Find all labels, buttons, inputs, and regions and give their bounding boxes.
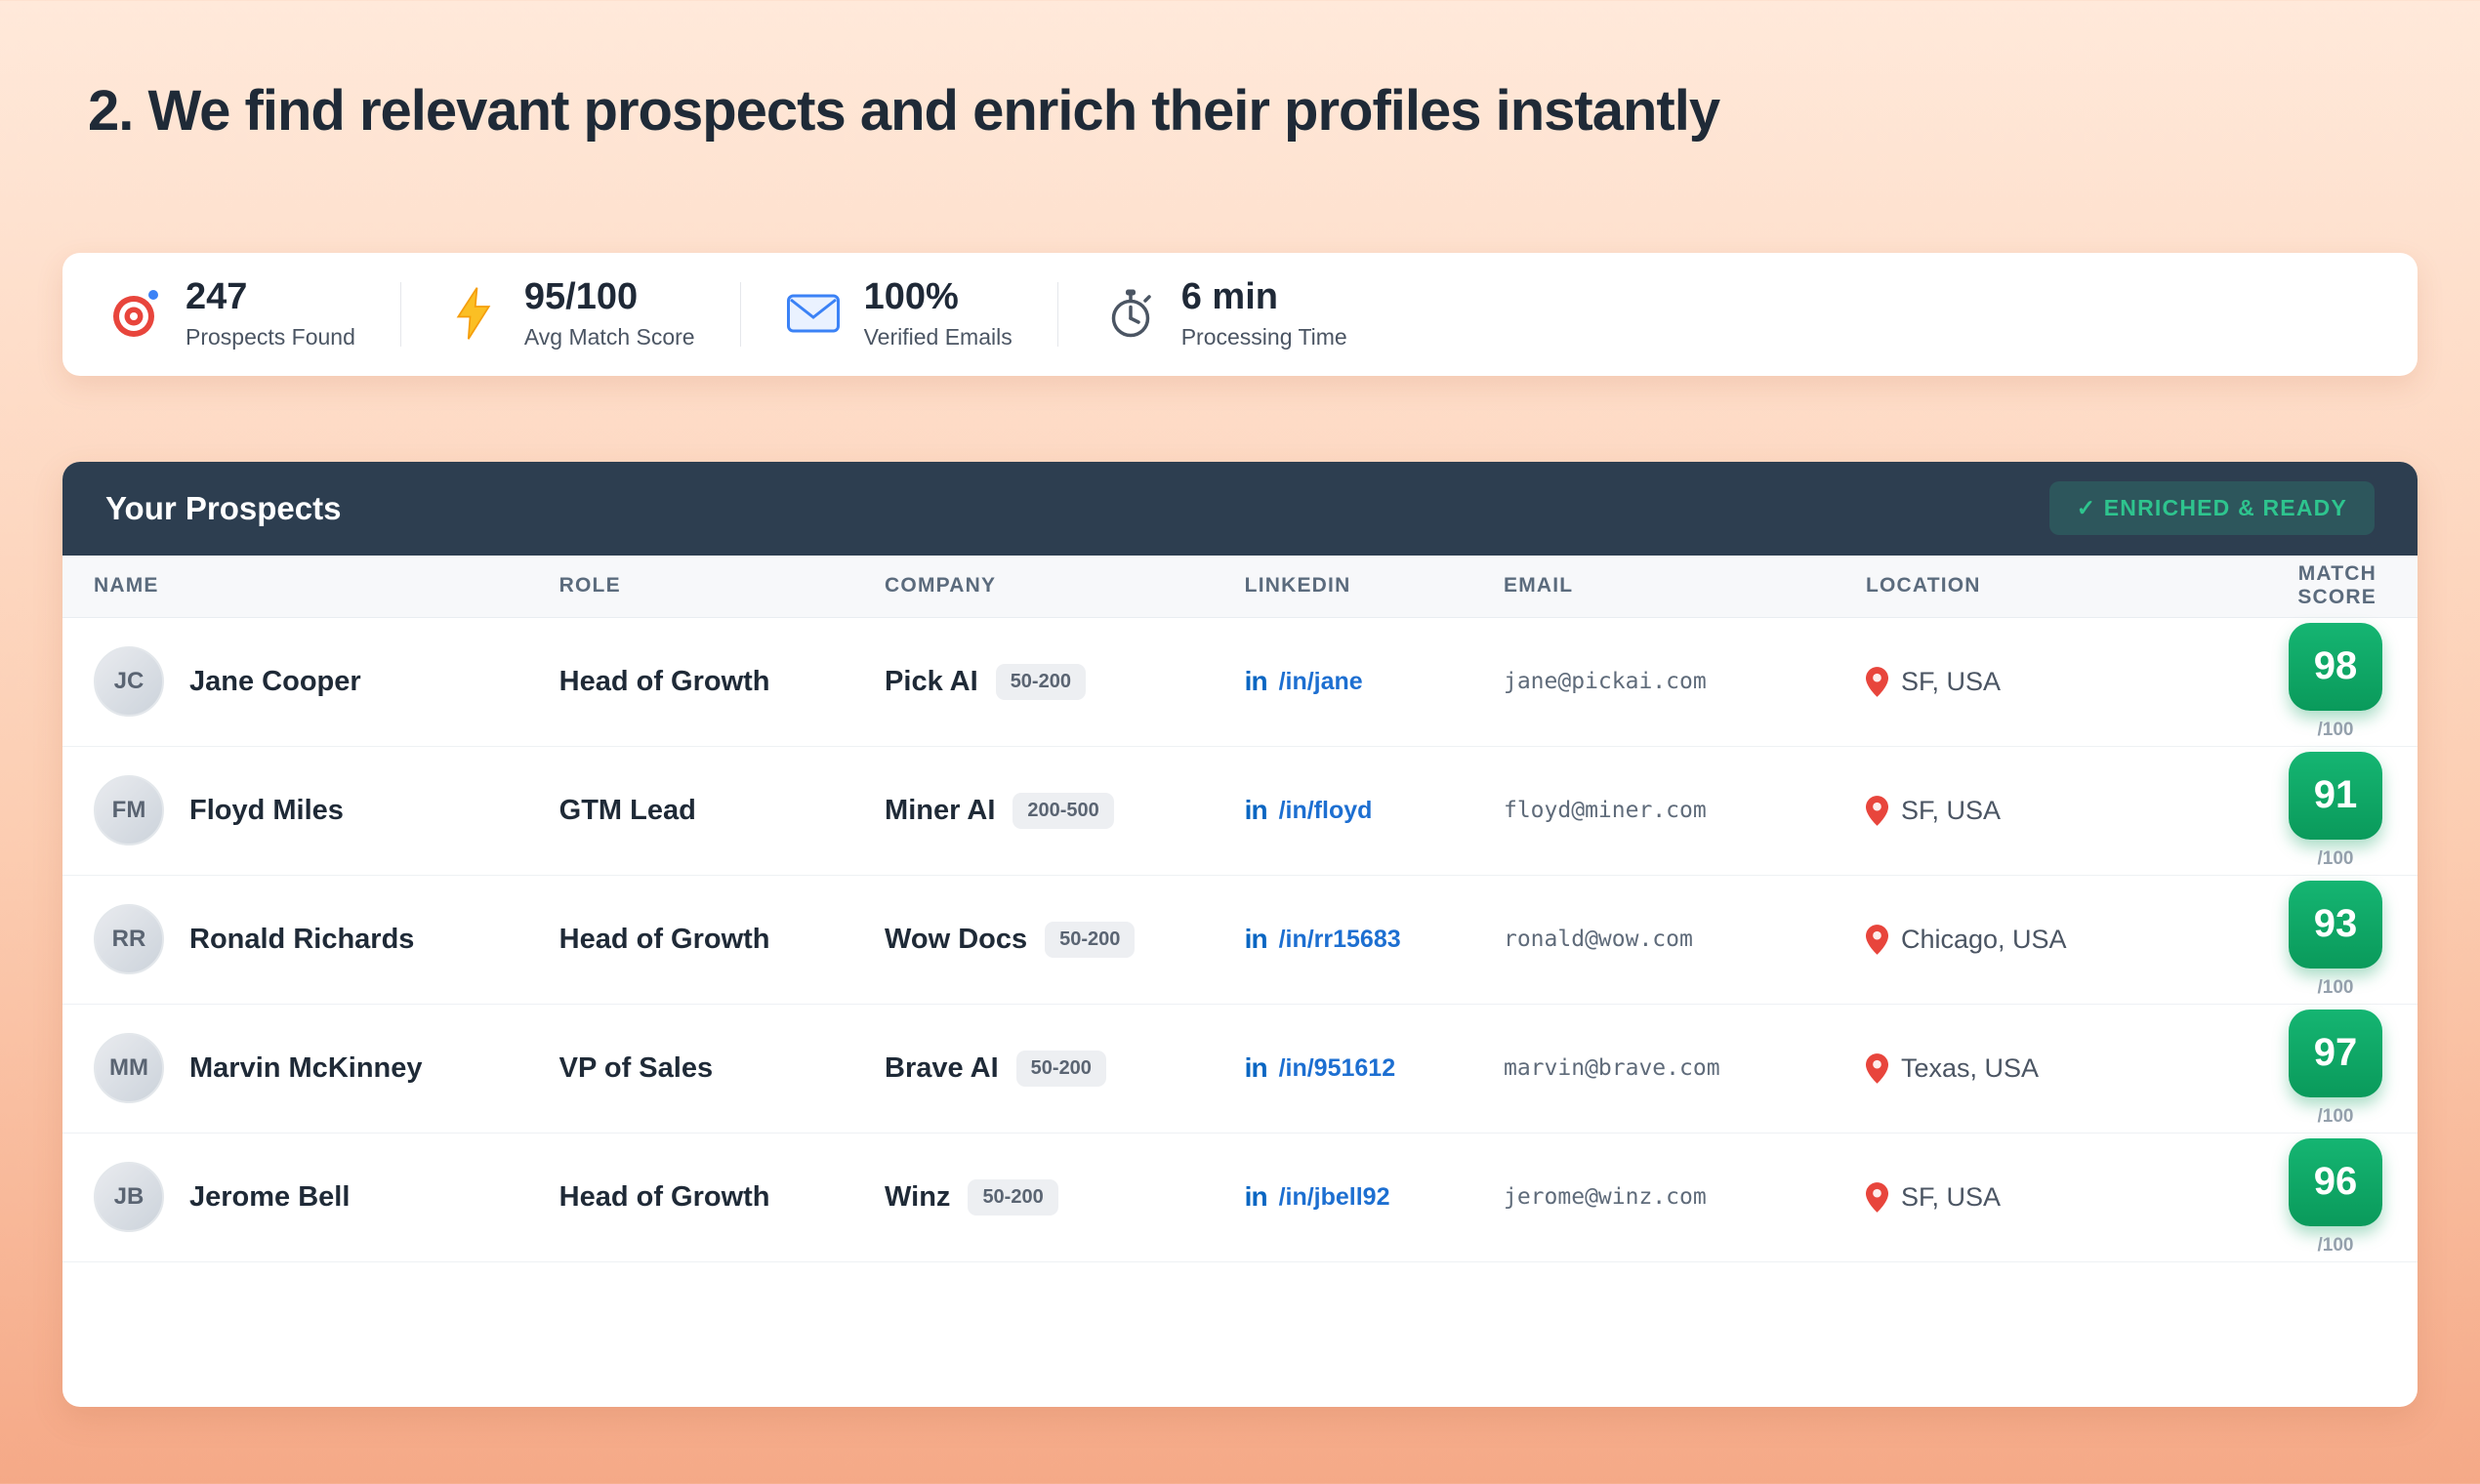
- match-score-denominator: /100: [2317, 847, 2354, 869]
- column-header-location: LOCATION: [1865, 574, 1981, 597]
- prospect-role: VP of Sales: [558, 1051, 714, 1084]
- linkedin-icon: in: [1244, 666, 1268, 696]
- table-header-bar: Your Prospects ✓ ENRICHED & READY: [62, 461, 2418, 556]
- table-body: JC Jane Cooper Head of Growth Pick AI 50…: [62, 617, 2418, 1407]
- linkedin-icon: in: [1244, 1181, 1268, 1212]
- prospect-email: floyd@miner.com: [1503, 798, 1707, 823]
- stat-value: 6 min: [1180, 276, 1278, 318]
- linkedin-icon: in: [1244, 924, 1268, 954]
- company-size-badge: 50-200: [968, 1178, 1058, 1216]
- stats-summary-card: 247 Prospects Found 95/100 Avg Match Sco…: [62, 252, 2418, 376]
- linkedin-icon: in: [1244, 795, 1268, 825]
- location-pin-icon: [1865, 1181, 1888, 1213]
- stat-processing-time: 6 min Processing Time: [1101, 276, 1392, 350]
- lightning-icon: [444, 286, 503, 341]
- stat-value: 95/100: [523, 276, 639, 318]
- match-score-denominator: /100: [2317, 976, 2354, 998]
- company-name: Miner AI: [885, 794, 996, 826]
- avatar: JC: [94, 646, 164, 717]
- stat-value: 100%: [863, 276, 959, 318]
- company-name: Wow Docs: [885, 923, 1028, 955]
- stopwatch-icon: [1101, 286, 1160, 341]
- table-row[interactable]: MM Marvin McKinney VP of Sales Brave AI …: [62, 1004, 2418, 1134]
- divider: [1056, 281, 1058, 347]
- prospect-role: Head of Growth: [558, 1180, 770, 1213]
- match-score-badge: 97: [2289, 1009, 2382, 1097]
- prospects-table-card: Your Prospects ✓ ENRICHED & READY NAME R…: [62, 461, 2418, 1407]
- location-pin-icon: [1865, 795, 1888, 826]
- company-name: Brave AI: [885, 1051, 999, 1084]
- prospect-location: SF, USA: [1900, 1181, 2001, 1212]
- table-row[interactable]: RR Ronald Richards Head of Growth Wow Do…: [62, 875, 2418, 1005]
- prospect-role: Head of Growth: [558, 923, 770, 955]
- match-score-denominator: /100: [2317, 1105, 2354, 1127]
- location-pin-icon: [1865, 924, 1888, 955]
- match-score-badge: 96: [2289, 1137, 2382, 1226]
- table-row[interactable]: JC Jane Cooper Head of Growth Pick AI 50…: [62, 617, 2418, 747]
- stat-label: Verified Emails: [863, 323, 1013, 350]
- page-title: 2. We find relevant prospects and enrich…: [88, 79, 1720, 143]
- linkedin-link[interactable]: /in/rr15683: [1278, 925, 1401, 953]
- prospect-location: Texas, USA: [1900, 1052, 2040, 1083]
- prospect-location: SF, USA: [1900, 666, 2001, 696]
- avatar: FM: [94, 775, 164, 845]
- prospect-email: jane@pickai.com: [1503, 669, 1707, 694]
- table-row[interactable]: FM Floyd Miles GTM Lead Miner AI 200-500…: [62, 746, 2418, 876]
- column-header-linkedin: LINKEDIN: [1244, 574, 1351, 597]
- stat-verified-emails: 100% Verified Emails: [784, 276, 1057, 350]
- prospect-email: jerome@winz.com: [1503, 1184, 1707, 1210]
- table-column-header-row: NAME ROLE COMPANY LINKEDIN EMAIL LOCATIO…: [62, 555, 2418, 618]
- divider: [399, 281, 401, 347]
- stat-prospects-found: 247 Prospects Found: [105, 276, 400, 350]
- table-row[interactable]: JB Jerome Bell Head of Growth Winz 50-20…: [62, 1133, 2418, 1262]
- status-badge: ✓ ENRICHED & READY: [2048, 481, 2375, 535]
- prospect-email: ronald@wow.com: [1503, 927, 1693, 952]
- linkedin-link[interactable]: /in/jbell92: [1278, 1182, 1390, 1211]
- prospect-location: SF, USA: [1900, 795, 2001, 825]
- prospect-role: Head of Growth: [558, 665, 770, 697]
- avatar: MM: [94, 1033, 164, 1103]
- column-header-match-score: MATCH SCORE: [2297, 562, 2377, 608]
- avatar: RR: [94, 904, 164, 974]
- linkedin-link[interactable]: /in/951612: [1278, 1053, 1396, 1082]
- email-icon: [784, 292, 843, 335]
- match-score-badge: 98: [2289, 622, 2382, 711]
- location-pin-icon: [1865, 666, 1888, 697]
- match-score-badge: 91: [2289, 751, 2382, 840]
- prospect-name: Ronald Richards: [189, 923, 415, 955]
- match-score-badge: 93: [2289, 880, 2382, 969]
- target-icon: [105, 286, 164, 341]
- stat-value: 247: [186, 276, 248, 318]
- divider: [739, 281, 741, 347]
- prospect-name: Floyd Miles: [189, 794, 344, 826]
- company-name: Pick AI: [885, 665, 978, 697]
- table-title: Your Prospects: [105, 489, 342, 526]
- location-pin-icon: [1865, 1052, 1888, 1084]
- match-score-denominator: /100: [2317, 719, 2354, 740]
- prospect-name: Jane Cooper: [189, 665, 361, 697]
- stat-avg-match-score: 95/100 Avg Match Score: [444, 276, 740, 350]
- column-header-company: COMPANY: [885, 574, 997, 597]
- prospect-role: GTM Lead: [558, 794, 696, 826]
- avatar: JB: [94, 1162, 164, 1232]
- company-size-badge: 50-200: [1015, 1050, 1106, 1087]
- column-header-email: EMAIL: [1503, 574, 1574, 597]
- linkedin-link[interactable]: /in/jane: [1278, 667, 1363, 695]
- company-name: Winz: [885, 1180, 951, 1213]
- prospect-location: Chicago, USA: [1900, 924, 2067, 954]
- prospect-email: marvin@brave.com: [1503, 1055, 1720, 1081]
- company-size-badge: 50-200: [995, 663, 1086, 700]
- linkedin-icon: in: [1244, 1052, 1268, 1083]
- prospect-name: Marvin McKinney: [189, 1051, 423, 1084]
- stat-label: Processing Time: [1180, 323, 1347, 350]
- column-header-role: ROLE: [558, 574, 621, 597]
- company-size-badge: 200-500: [1013, 792, 1114, 829]
- prospect-name: Jerome Bell: [189, 1180, 351, 1213]
- company-size-badge: 50-200: [1045, 921, 1136, 958]
- stat-label: Prospects Found: [186, 323, 355, 350]
- stat-label: Avg Match Score: [523, 323, 695, 350]
- match-score-denominator: /100: [2317, 1234, 2354, 1256]
- linkedin-link[interactable]: /in/floyd: [1278, 796, 1373, 824]
- column-header-name: NAME: [94, 574, 159, 597]
